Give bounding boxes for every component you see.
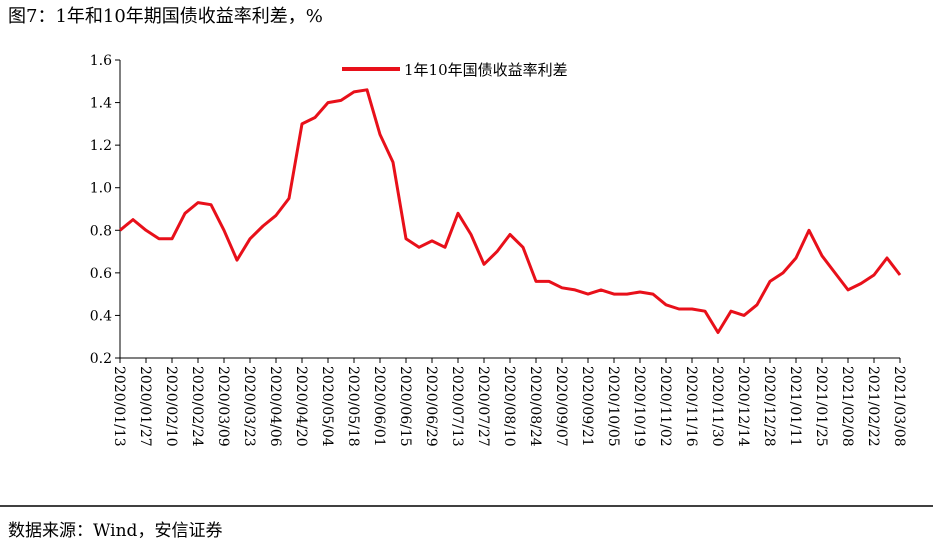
- x-tick-label: 2020/02/24: [189, 366, 205, 447]
- x-tick-label: 2020/05/18: [345, 366, 361, 447]
- x-tick-label: 2020/03/09: [215, 366, 231, 447]
- y-tick-label: 0.8: [90, 223, 112, 239]
- x-tick-label: 2020/08/10: [501, 366, 517, 447]
- x-tick-label: 2020/12/28: [761, 366, 777, 447]
- x-tick-label: 2020/06/01: [371, 366, 387, 447]
- y-tick-label: 1.4: [90, 96, 112, 112]
- x-tick-label: 2020/11/02: [657, 366, 673, 447]
- x-tick-label: 2020/06/15: [397, 366, 413, 447]
- legend-label: 1年10年国债收益率利差: [404, 61, 568, 79]
- y-tick-label: 0.2: [90, 351, 112, 367]
- x-tick-label: 2021/02/22: [865, 366, 881, 447]
- x-tick-label: 2020/11/16: [683, 366, 699, 447]
- x-tick-label: 2021/01/11: [787, 366, 803, 447]
- y-tick-label: 0.4: [90, 308, 112, 324]
- x-tick-label: 2020/07/27: [475, 366, 491, 447]
- x-tick-label: 2020/11/30: [709, 366, 725, 447]
- x-tick-label: 2020/10/19: [631, 366, 647, 447]
- x-tick-label: 2020/07/13: [449, 366, 465, 447]
- x-tick-label: 2020/10/05: [605, 366, 621, 447]
- y-tick-label: 0.6: [90, 266, 112, 282]
- x-tick-label: 2020/09/21: [579, 366, 595, 447]
- x-tick-label: 2020/04/20: [293, 366, 309, 447]
- data-line: [119, 88, 902, 334]
- chart-title: 图7：1年和10年期国债收益率利差，%: [8, 6, 323, 27]
- x-tick-label: 2020/02/10: [163, 366, 179, 447]
- y-tick-label: 1.0: [90, 181, 112, 197]
- x-tick-label: 2020/01/13: [111, 366, 127, 447]
- x-tick-label: 2020/05/04: [319, 366, 335, 447]
- x-tick-label: 2021/01/25: [813, 366, 829, 447]
- x-tick-label: 2020/09/07: [553, 366, 569, 447]
- x-tick-label: 2020/12/14: [735, 366, 751, 447]
- x-tick-label: 2020/03/23: [241, 366, 257, 447]
- source-note: 数据来源：Wind，安信证券: [8, 521, 222, 541]
- x-tick-label: 2020/01/27: [137, 366, 153, 447]
- y-tick-label: 1.6: [90, 53, 112, 69]
- y-tick-label: 1.2: [90, 138, 112, 154]
- x-tick-label: 2021/02/08: [839, 366, 855, 447]
- x-tick-label: 2020/06/29: [423, 366, 439, 447]
- x-tick-label: 2021/03/08: [891, 366, 907, 447]
- x-tick-label: 2020/08/24: [527, 366, 543, 447]
- x-tick-label: 2020/04/06: [267, 366, 283, 447]
